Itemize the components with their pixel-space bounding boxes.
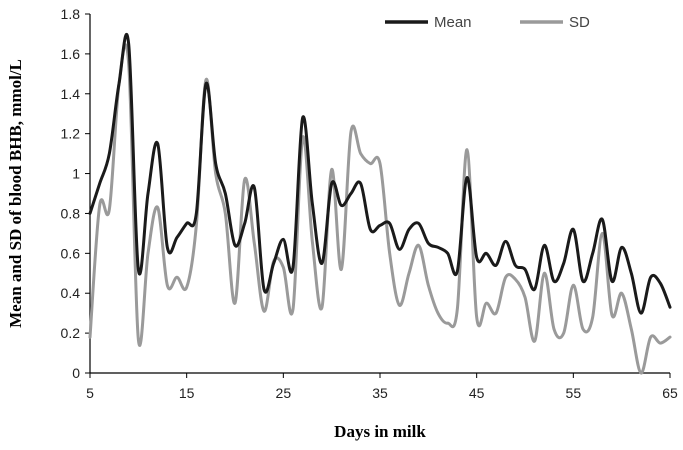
legend-label-mean: Mean [434,14,472,31]
x-ticks: 5 15 25 35 45 55 65 [86,373,678,401]
y-tick-label: 0 [72,365,80,381]
y-ticks: 0 0.2 0.4 0.6 0.8 1 1.2 1.4 1.6 1.8 [61,6,90,381]
y-tick-label: 0.4 [61,285,81,301]
y-tick-label: 1.2 [61,126,81,142]
x-axis-title: Days in milk [334,422,426,441]
series-line-sd [88,43,672,375]
y-tick-label: 1.4 [61,86,81,102]
y-axis-title: Mean and SD of blood BHB, mmol/L [6,59,25,328]
y-tick-label: 1 [72,166,80,182]
x-tick-label: 45 [469,385,485,401]
y-tick-label: 0.2 [61,325,81,341]
series-line-mean [88,33,672,315]
axes [89,14,670,374]
legend: Mean SD [385,14,590,31]
legend-label-sd: SD [569,14,590,31]
x-tick-label: 65 [662,385,678,401]
y-tick-label: 1.8 [61,6,81,22]
x-tick-label: 25 [276,385,292,401]
series-layer [88,33,672,375]
y-tick-label: 1.6 [61,46,81,62]
y-tick-label: 0.6 [61,245,81,261]
x-tick-label: 35 [372,385,388,401]
x-tick-label: 5 [86,385,94,401]
x-tick-label: 15 [179,385,195,401]
y-tick-label: 0.8 [61,205,81,221]
x-tick-label: 55 [566,385,582,401]
